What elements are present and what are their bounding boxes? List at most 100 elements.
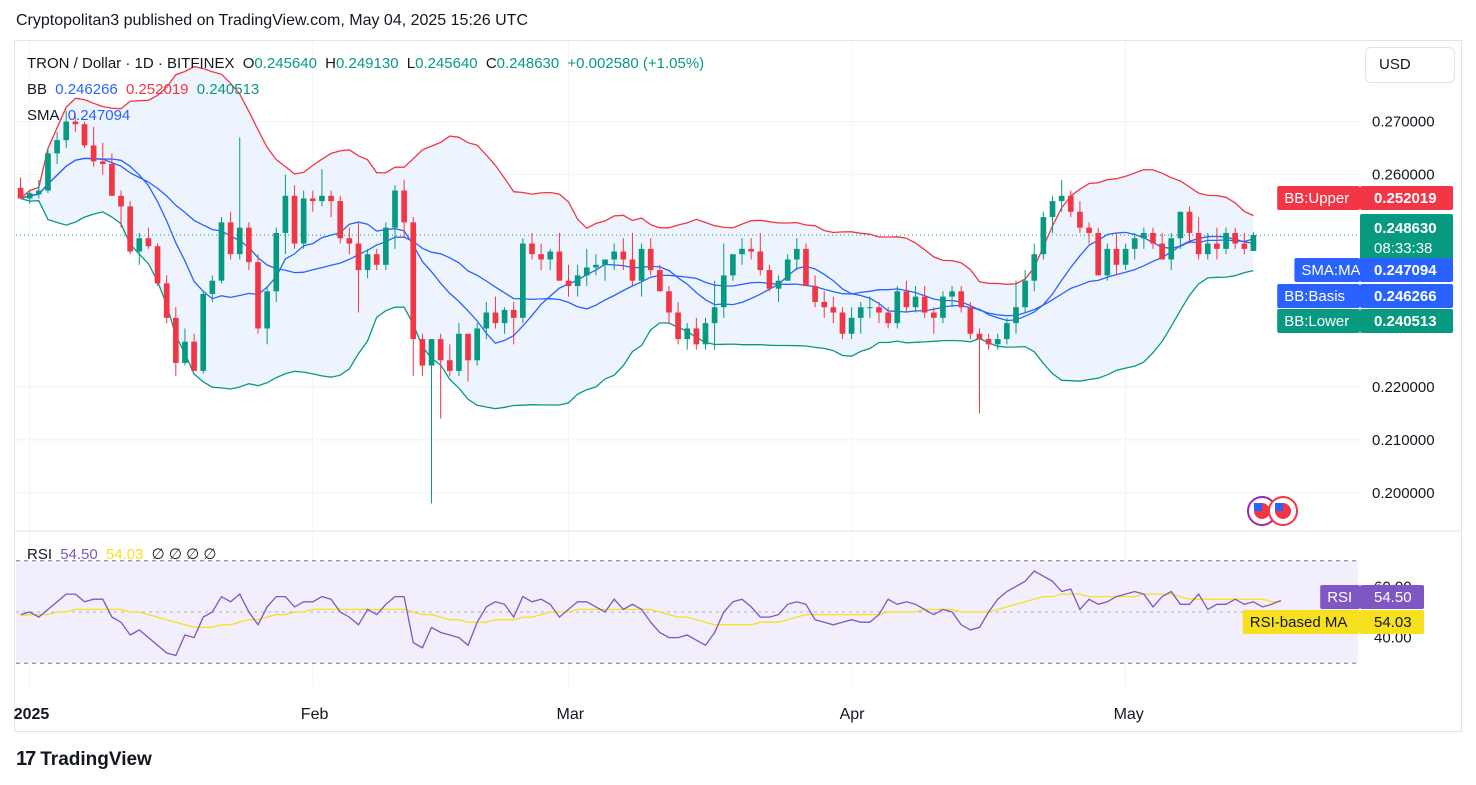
badge-value-bg	[1360, 258, 1453, 282]
bb-legend[interactable]: BB 0.246266 0.252019 0.240513	[27, 81, 263, 98]
candle-body	[145, 238, 152, 247]
badge-value-bg	[1360, 214, 1453, 260]
candle-body	[921, 296, 928, 313]
candle-body	[702, 323, 709, 345]
candle-body	[876, 307, 882, 313]
candle-body	[419, 339, 426, 366]
rsi-badge-name: RSI	[1327, 589, 1352, 606]
candle-body	[1049, 201, 1056, 218]
change-value: +0.002580 (+1.05%)	[567, 55, 705, 72]
candle-body	[675, 312, 681, 340]
bb-fill	[20, 66, 1254, 409]
candle-body	[656, 270, 663, 292]
rsi-extra-values: ∅ ∅ ∅ ∅	[151, 546, 217, 563]
candle-body	[930, 312, 937, 318]
candle-body	[629, 259, 636, 281]
time-tick-label: Feb	[301, 706, 329, 723]
candle-body	[803, 248, 809, 286]
tradingview-brand: TradingView	[40, 748, 152, 770]
candle-body	[26, 193, 33, 199]
candle-body	[1040, 217, 1047, 255]
rsi-badge-name-bg	[1320, 585, 1360, 609]
symbol-label[interactable]: TRON / Dollar · 1D · BITFINEX	[27, 55, 235, 72]
candle-body	[1177, 211, 1184, 239]
candle-body	[1168, 238, 1175, 260]
candle-body	[894, 291, 901, 324]
candle-body	[410, 222, 417, 340]
candle-body	[766, 270, 773, 289]
us-flag-canton	[1254, 503, 1262, 511]
candle-body	[337, 201, 344, 239]
candle-body	[538, 254, 544, 260]
candle-body	[848, 317, 855, 334]
tradingview-logo[interactable]: 17 TradingView	[16, 748, 152, 771]
candle-body	[209, 280, 216, 294]
candle-body	[994, 339, 1001, 345]
bb-lower-line	[20, 197, 1254, 410]
candle-body	[63, 121, 70, 141]
candle-body	[638, 248, 645, 281]
candle-body	[246, 227, 252, 263]
candle-body	[903, 291, 910, 308]
bb-upper-value: 0.252019	[125, 81, 189, 98]
candle-body	[383, 227, 389, 265]
candle-body	[1195, 232, 1202, 255]
candle-body	[1150, 232, 1156, 244]
sma-line	[20, 157, 1254, 345]
rsi-badge-name: RSI-based MA	[1250, 614, 1348, 631]
candle-body	[45, 153, 51, 191]
badge-name: BB:Basis	[1284, 288, 1345, 305]
candle-body	[109, 164, 115, 196]
candle-body	[867, 307, 873, 309]
candle-body	[1159, 243, 1165, 260]
candle-body	[1131, 238, 1138, 249]
candle-body	[620, 251, 627, 260]
low-value: 0.245640	[415, 55, 478, 72]
candle-body	[127, 206, 133, 252]
price-tick-label: 0.260000	[1372, 167, 1435, 184]
candle-body	[565, 280, 572, 286]
candle-body	[300, 198, 307, 244]
candle-body	[1186, 211, 1193, 233]
candle-body	[666, 291, 672, 313]
bb-upper-line	[20, 65, 1254, 285]
candle-body	[793, 248, 800, 260]
countdown-timer: 08:33:38	[1374, 240, 1432, 257]
rsi-pane	[16, 560, 1360, 664]
candle-body	[1104, 248, 1111, 276]
candle-body	[172, 317, 179, 363]
high-label: H	[325, 55, 336, 72]
badge-name-bg	[1277, 186, 1360, 210]
candle-body	[684, 328, 691, 340]
candle-body	[437, 339, 444, 361]
candle-body	[282, 195, 289, 233]
candle-body	[830, 307, 837, 313]
candle-body	[236, 227, 243, 255]
badge-value-bg	[1360, 309, 1453, 333]
candle-body	[191, 341, 197, 371]
candle-body	[483, 312, 490, 329]
candle-body	[264, 291, 270, 329]
candle-body	[81, 124, 88, 146]
candle-body	[355, 243, 362, 271]
candle-body	[501, 309, 508, 324]
candle-body	[940, 296, 946, 318]
candle-body	[99, 161, 106, 164]
rsi-legend[interactable]: RSI 54.50 54.03 ∅ ∅ ∅ ∅	[27, 545, 220, 563]
bb-basis-line	[20, 157, 1254, 317]
chart-frame	[14, 40, 1462, 732]
candle-body	[1095, 232, 1102, 276]
sma-legend[interactable]: SMA 0.247094	[27, 107, 134, 124]
candle-body	[775, 280, 782, 289]
time-tick-label: Mar	[557, 706, 585, 723]
price-tick-label: 0.220000	[1372, 379, 1435, 396]
candle-body	[885, 312, 891, 324]
currency-selector[interactable]: USD	[1365, 47, 1455, 83]
candle-body	[273, 232, 280, 292]
candle-body	[857, 307, 864, 318]
candle-body	[1232, 232, 1239, 244]
badge-name: SMA:MA	[1301, 262, 1360, 279]
candle-body	[328, 195, 334, 202]
candle-body	[976, 333, 983, 340]
